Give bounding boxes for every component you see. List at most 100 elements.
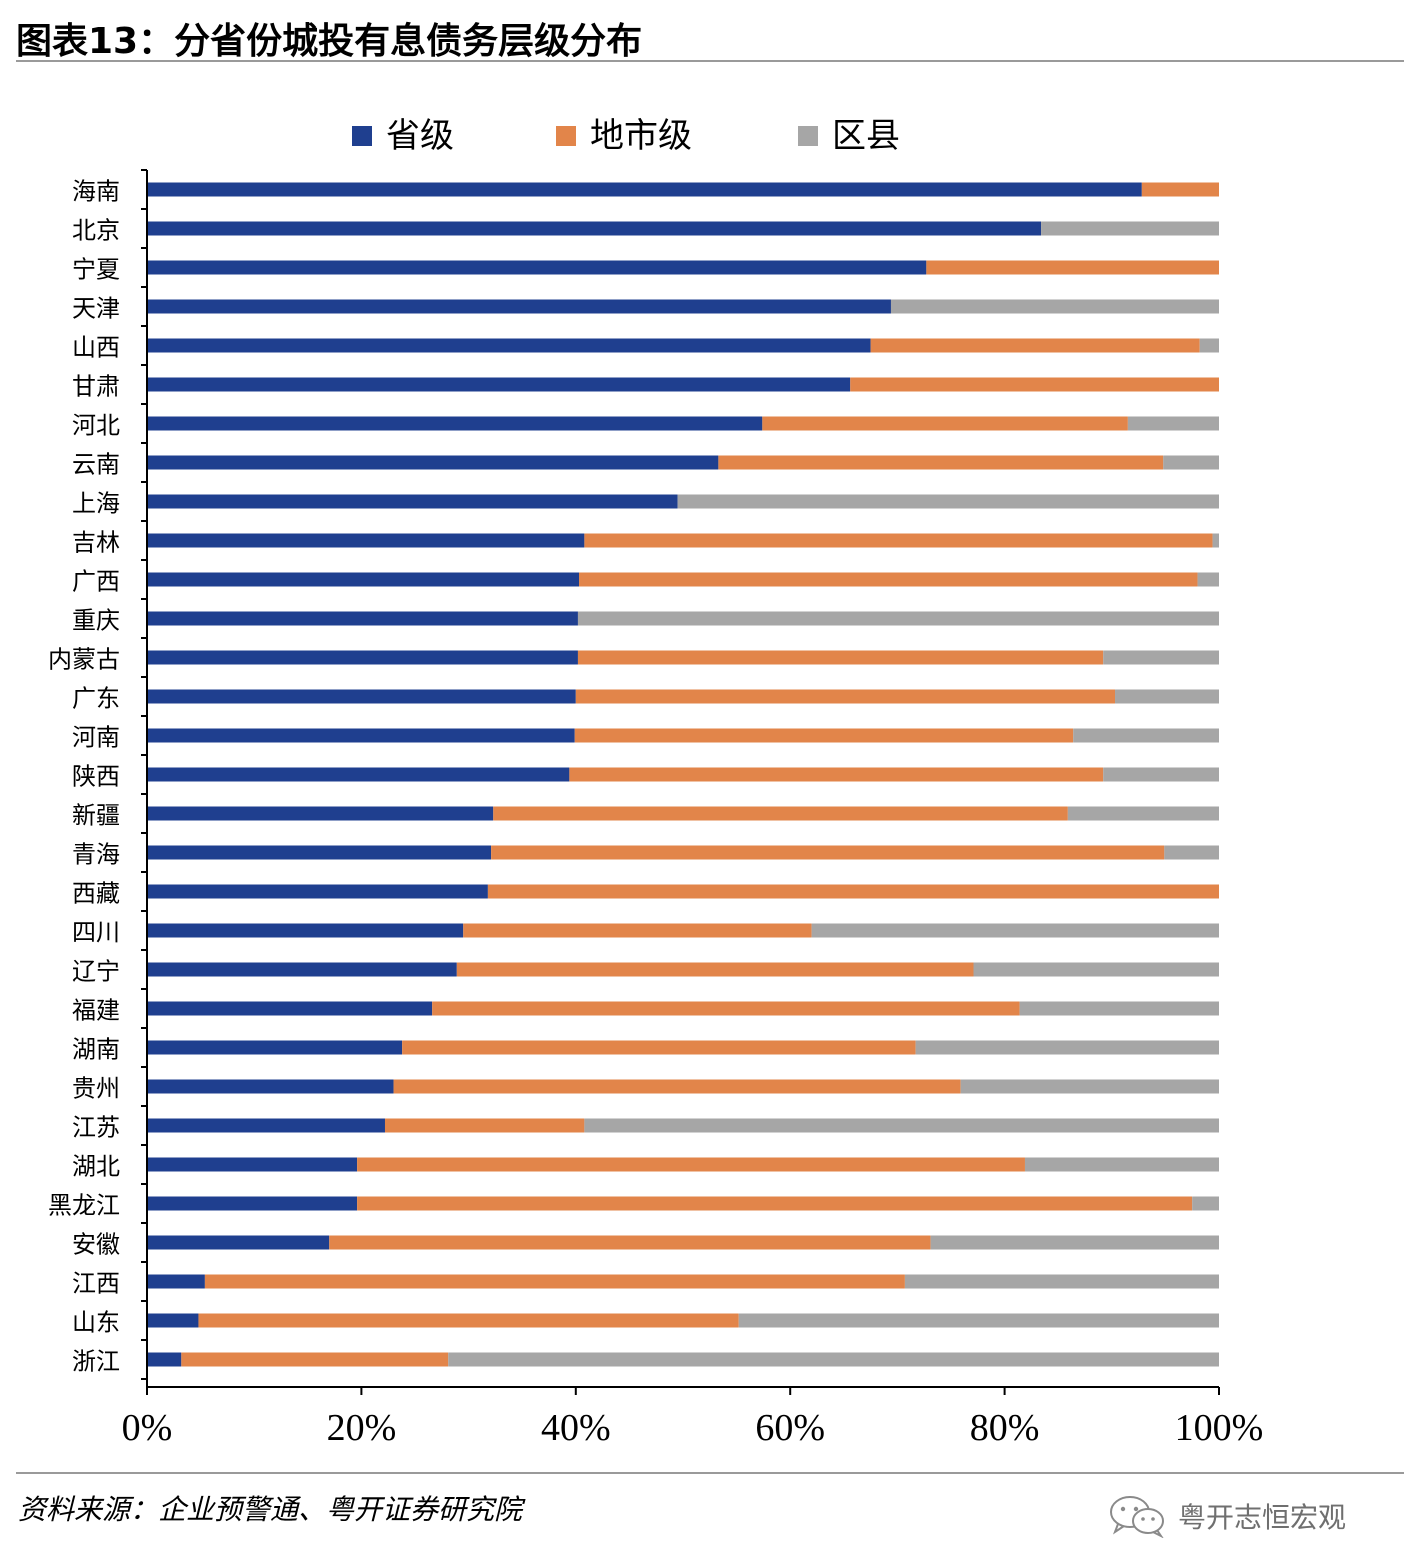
bar-segment-24-2 [584,1118,1219,1133]
category-label: 湖北 [72,1153,120,1181]
bar-segment-4-1 [870,338,1200,353]
bar-segment-16-2 [1067,806,1219,821]
bar-segment-27-1 [329,1235,931,1250]
legend-label-1: 地市级 [590,116,692,156]
category-label: 西藏 [72,880,120,908]
category-label: 江西 [72,1270,120,1298]
bar-segment-16-1 [493,806,1068,821]
category-label: 山东 [72,1309,120,1337]
category-label: 新疆 [72,802,120,830]
chart-legend: 省级 地市级 区县 [352,116,900,156]
bar-segment-16-0 [147,806,494,821]
category-label: 河北 [72,412,120,440]
bar-segment-29-2 [738,1313,1219,1328]
legend-label-2: 区县 [832,116,900,156]
category-label: 广东 [72,685,120,713]
legend-swatch-0 [352,126,372,146]
bar-segment-10-1 [579,572,1198,587]
bar-segment-30-1 [181,1352,449,1367]
bar-segment-13-0 [147,689,576,704]
page-title: 图表13：分省份城投有息债务层级分布 [16,21,643,62]
bar-segment-25-1 [357,1157,1025,1172]
bar-segment-5-0 [147,377,851,392]
category-label: 浙江 [72,1348,120,1376]
bar-segment-2-0 [147,260,927,275]
chart-bars [147,182,1219,1367]
bar-segment-9-2 [1212,533,1219,548]
category-label: 安徽 [72,1231,120,1259]
bar-segment-23-1 [393,1079,961,1094]
category-label: 青海 [72,841,120,869]
bar-segment-22-1 [402,1040,916,1055]
bar-segment-1-0 [147,221,1042,236]
category-label: 湖南 [72,1036,120,1064]
category-label: 四川 [72,919,120,947]
category-label: 上海 [72,490,120,518]
bar-segment-7-2 [1163,455,1219,470]
bar-segment-6-0 [147,416,763,431]
bar-segment-20-1 [456,962,974,977]
bar-segment-5-1 [850,377,1219,392]
bar-segment-15-0 [147,767,570,782]
x-tick-label: 40% [541,1407,611,1449]
bar-segment-25-0 [147,1157,358,1172]
category-label: 海南 [72,178,120,206]
bar-segment-17-0 [147,845,492,860]
category-label: 北京 [72,217,120,245]
category-label: 黑龙江 [48,1192,120,1220]
bar-segment-23-2 [960,1079,1219,1094]
bar-segment-14-1 [574,728,1074,743]
bar-segment-4-0 [147,338,871,353]
wechat-icon [1110,1496,1164,1538]
bar-segment-10-0 [147,572,580,587]
bar-segment-28-1 [204,1274,905,1289]
category-label: 贵州 [72,1075,120,1103]
x-tick-labels: 0% 20% 40% 60% 80% 100% [122,1407,1264,1449]
bar-segment-3-2 [890,299,1219,314]
x-tick-label: 0% [122,1407,173,1449]
category-label: 福建 [72,997,120,1025]
bar-segment-26-1 [357,1196,1193,1211]
x-tick-label: 60% [755,1407,825,1449]
source-note: 资料来源：企业预警通、粤开证券研究院 [18,1493,523,1526]
category-label: 山西 [72,334,120,362]
bar-segment-3-0 [147,299,891,314]
bar-segment-24-0 [147,1118,385,1133]
category-label: 重庆 [72,607,120,635]
bar-segment-12-1 [577,650,1104,665]
bar-segment-20-2 [973,962,1219,977]
bar-segment-14-0 [147,728,575,743]
bar-segment-12-0 [147,650,578,665]
bar-segment-15-2 [1103,767,1219,782]
bar-segment-30-0 [147,1352,182,1367]
x-tick-label: 20% [327,1407,397,1449]
bar-segment-26-0 [147,1196,358,1211]
watermark: 粤开志恒宏观 [1108,1494,1346,1538]
category-label: 广西 [72,568,120,596]
bar-segment-28-0 [147,1274,205,1289]
bar-segment-6-1 [762,416,1128,431]
bar-segment-15-1 [569,767,1104,782]
bar-segment-21-2 [1019,1001,1219,1016]
bar-segment-17-2 [1164,845,1219,860]
bar-segment-25-2 [1024,1157,1219,1172]
bar-segment-24-1 [384,1118,585,1133]
category-label: 内蒙古 [48,646,120,674]
bar-segment-23-0 [147,1079,394,1094]
category-label: 甘肃 [72,373,120,401]
bar-segment-13-2 [1115,689,1219,704]
bar-segment-19-2 [811,923,1219,938]
bar-segment-9-0 [147,533,585,548]
category-label: 陕西 [72,763,120,791]
bar-segment-22-2 [915,1040,1219,1055]
category-label: 辽宁 [72,958,120,986]
bar-segment-2-1 [926,260,1219,275]
bar-segment-10-2 [1197,572,1219,587]
bar-segment-27-0 [147,1235,330,1250]
bar-segment-17-1 [491,845,1165,860]
category-label: 云南 [72,451,120,479]
chart-axes [141,169,1220,1395]
bar-segment-18-1 [487,884,1219,899]
bar-segment-0-1 [1141,182,1219,197]
